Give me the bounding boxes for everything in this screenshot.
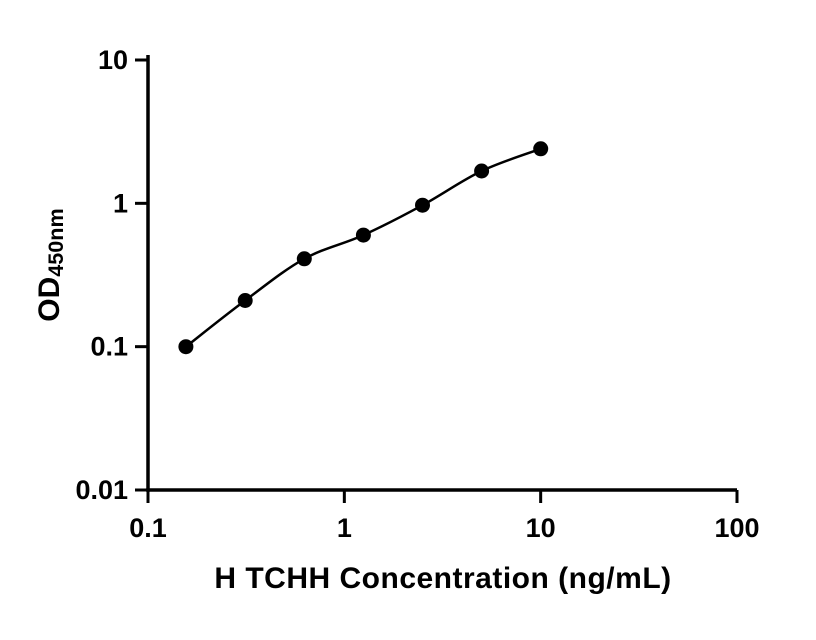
x-tick-label: 100	[714, 513, 759, 543]
data-point	[474, 163, 490, 179]
y-axis-title: OD450nm	[33, 155, 73, 375]
x-tick-label: 1	[337, 513, 352, 543]
data-point	[296, 251, 312, 267]
y-axis-title-subscript: 450nm	[42, 208, 68, 277]
y-tick-label: 0.1	[90, 332, 128, 362]
y-tick-label: 10	[98, 45, 128, 75]
x-tick-label: 10	[526, 513, 556, 543]
data-point	[178, 339, 194, 355]
y-tick-label: 0.01	[75, 475, 128, 505]
data-point	[237, 293, 253, 308]
data-point	[415, 197, 430, 213]
y-tick-label: 1	[113, 188, 128, 218]
standard-curve-line	[185, 147, 542, 348]
y-axis-title-main: OD	[33, 276, 66, 322]
x-axis-title: H TCHH Concentration (ng/mL)	[214, 562, 672, 595]
data-point	[533, 141, 549, 157]
data-point	[355, 227, 371, 243]
x-tick-label: 0.1	[129, 513, 167, 543]
